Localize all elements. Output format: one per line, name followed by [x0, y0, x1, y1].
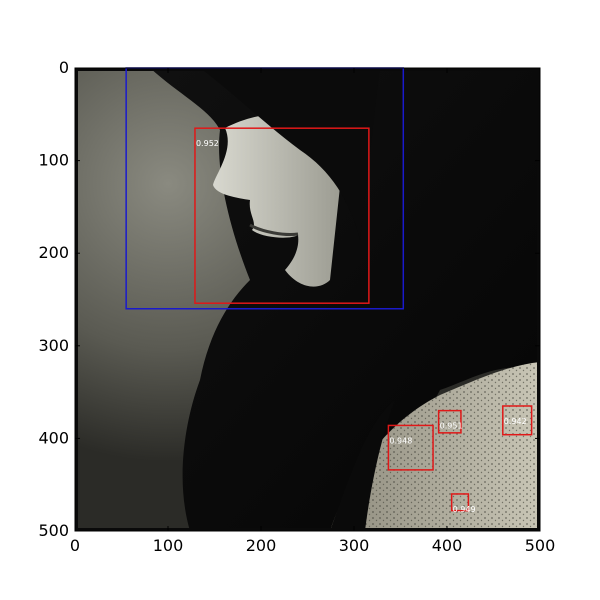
- detection-score: 0.948: [389, 436, 412, 445]
- y-tick-label: 200: [38, 243, 69, 262]
- x-tick-label: 500: [525, 536, 556, 555]
- portrait-photo: [75, 68, 540, 531]
- x-tick-label: 400: [432, 536, 463, 555]
- detection-score: 0.942: [504, 417, 527, 426]
- detection-score: 0.952: [196, 139, 219, 148]
- x-tick-label: 200: [246, 536, 277, 555]
- y-tick-label: 100: [38, 151, 69, 170]
- y-tick-label: 500: [38, 521, 69, 540]
- x-tick-label: 300: [339, 536, 370, 555]
- y-tick-label: 0: [59, 58, 69, 77]
- y-tick-label: 300: [38, 336, 69, 355]
- detection-score: 0.951: [440, 422, 463, 431]
- x-tick-label: 0: [70, 536, 80, 555]
- y-tick-label: 400: [38, 428, 69, 447]
- x-tick-label: 100: [153, 536, 184, 555]
- detection-score: 0.949: [453, 505, 476, 514]
